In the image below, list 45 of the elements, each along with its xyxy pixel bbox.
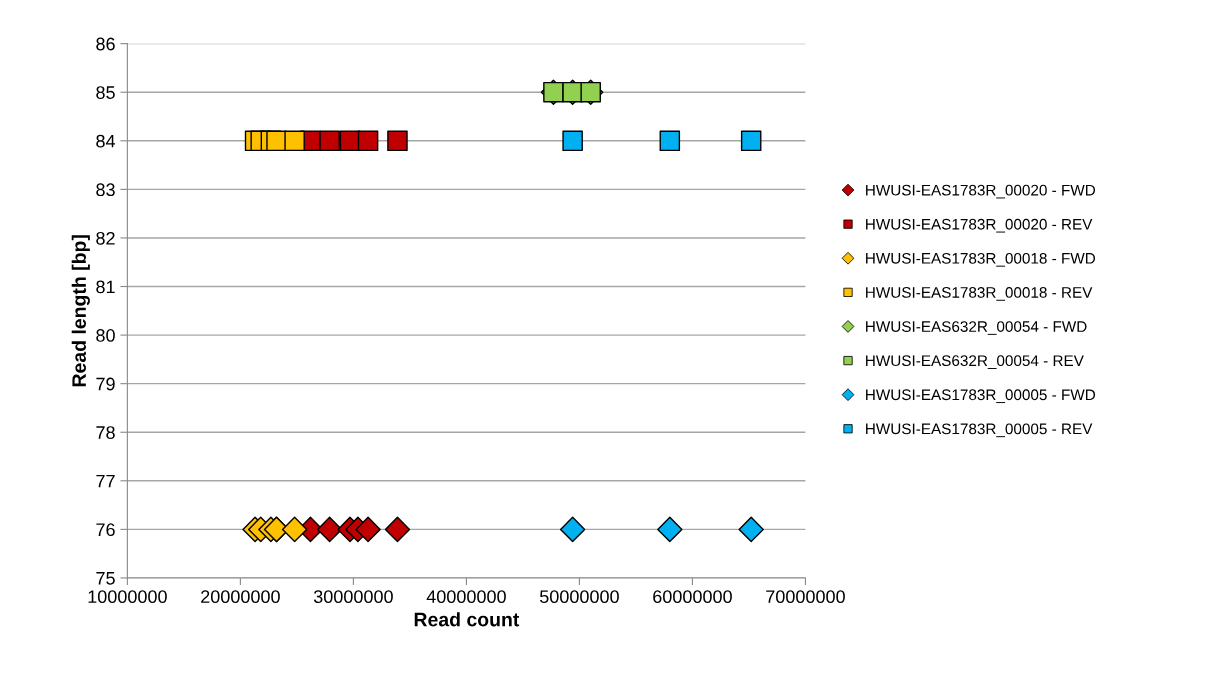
x-tick-label: 70000000	[766, 590, 845, 604]
y-tick-label: 76	[96, 523, 115, 537]
x-axis-title: Read count	[414, 612, 520, 627]
y-tick-label: 79	[96, 377, 115, 391]
y-tick-label: 80	[96, 329, 115, 342]
x-tick-label: 50000000	[539, 590, 619, 604]
y-axis-title: Read length [bp]	[71, 235, 90, 387]
x-tick-label: 20000000	[201, 590, 280, 604]
x-tick-label: 60000000	[653, 590, 732, 604]
point	[559, 516, 586, 543]
y-tick-label: 84	[96, 134, 116, 148]
point	[740, 130, 762, 152]
x-tick-label: 40000000	[426, 590, 506, 604]
y-tick-label: 81	[96, 280, 115, 294]
x-tick-label: 30000000	[313, 590, 393, 604]
y-tick-label: 86	[96, 37, 115, 51]
y-tick-label: 77	[96, 474, 115, 488]
legend-label: HWUSI-EAS1783R_00018 - REV	[866, 287, 1093, 301]
point	[659, 130, 681, 152]
legend-label: HWUSI-EAS1783R_00018 - FWD	[866, 252, 1096, 267]
y-tick-label: 82	[96, 231, 115, 245]
y-tick-label: 75	[96, 572, 115, 585]
y-tick-label: 83	[96, 183, 115, 197]
y-tick-label: 78	[96, 426, 115, 439]
x-tick-label: 10000000	[88, 590, 167, 604]
legend-label: HWUSI-EAS1783R_00005 - REV	[866, 423, 1093, 438]
point	[738, 516, 764, 543]
point	[316, 516, 343, 543]
point	[562, 130, 583, 152]
point	[281, 516, 308, 543]
point	[387, 130, 408, 152]
point	[284, 130, 305, 152]
point	[384, 516, 411, 543]
legend-label: HWUSI-EAS1783R_00020 - REV	[866, 218, 1093, 233]
point	[657, 516, 683, 543]
point	[580, 81, 601, 103]
legend-label: HWUSI-EAS632R_00054 - REV	[866, 355, 1084, 369]
point	[543, 81, 564, 103]
legend-label: HWUSI-EAS632R_00054 - FWD	[866, 321, 1087, 335]
y-tick-label: 85	[96, 86, 115, 99]
legend-label: HWUSI-EAS1783R_00005 - FWD	[866, 389, 1096, 404]
point	[357, 130, 379, 152]
legend-label: HWUSI-EAS1783R_00020 - FWD	[866, 184, 1096, 199]
point	[319, 130, 340, 152]
point	[355, 516, 381, 543]
